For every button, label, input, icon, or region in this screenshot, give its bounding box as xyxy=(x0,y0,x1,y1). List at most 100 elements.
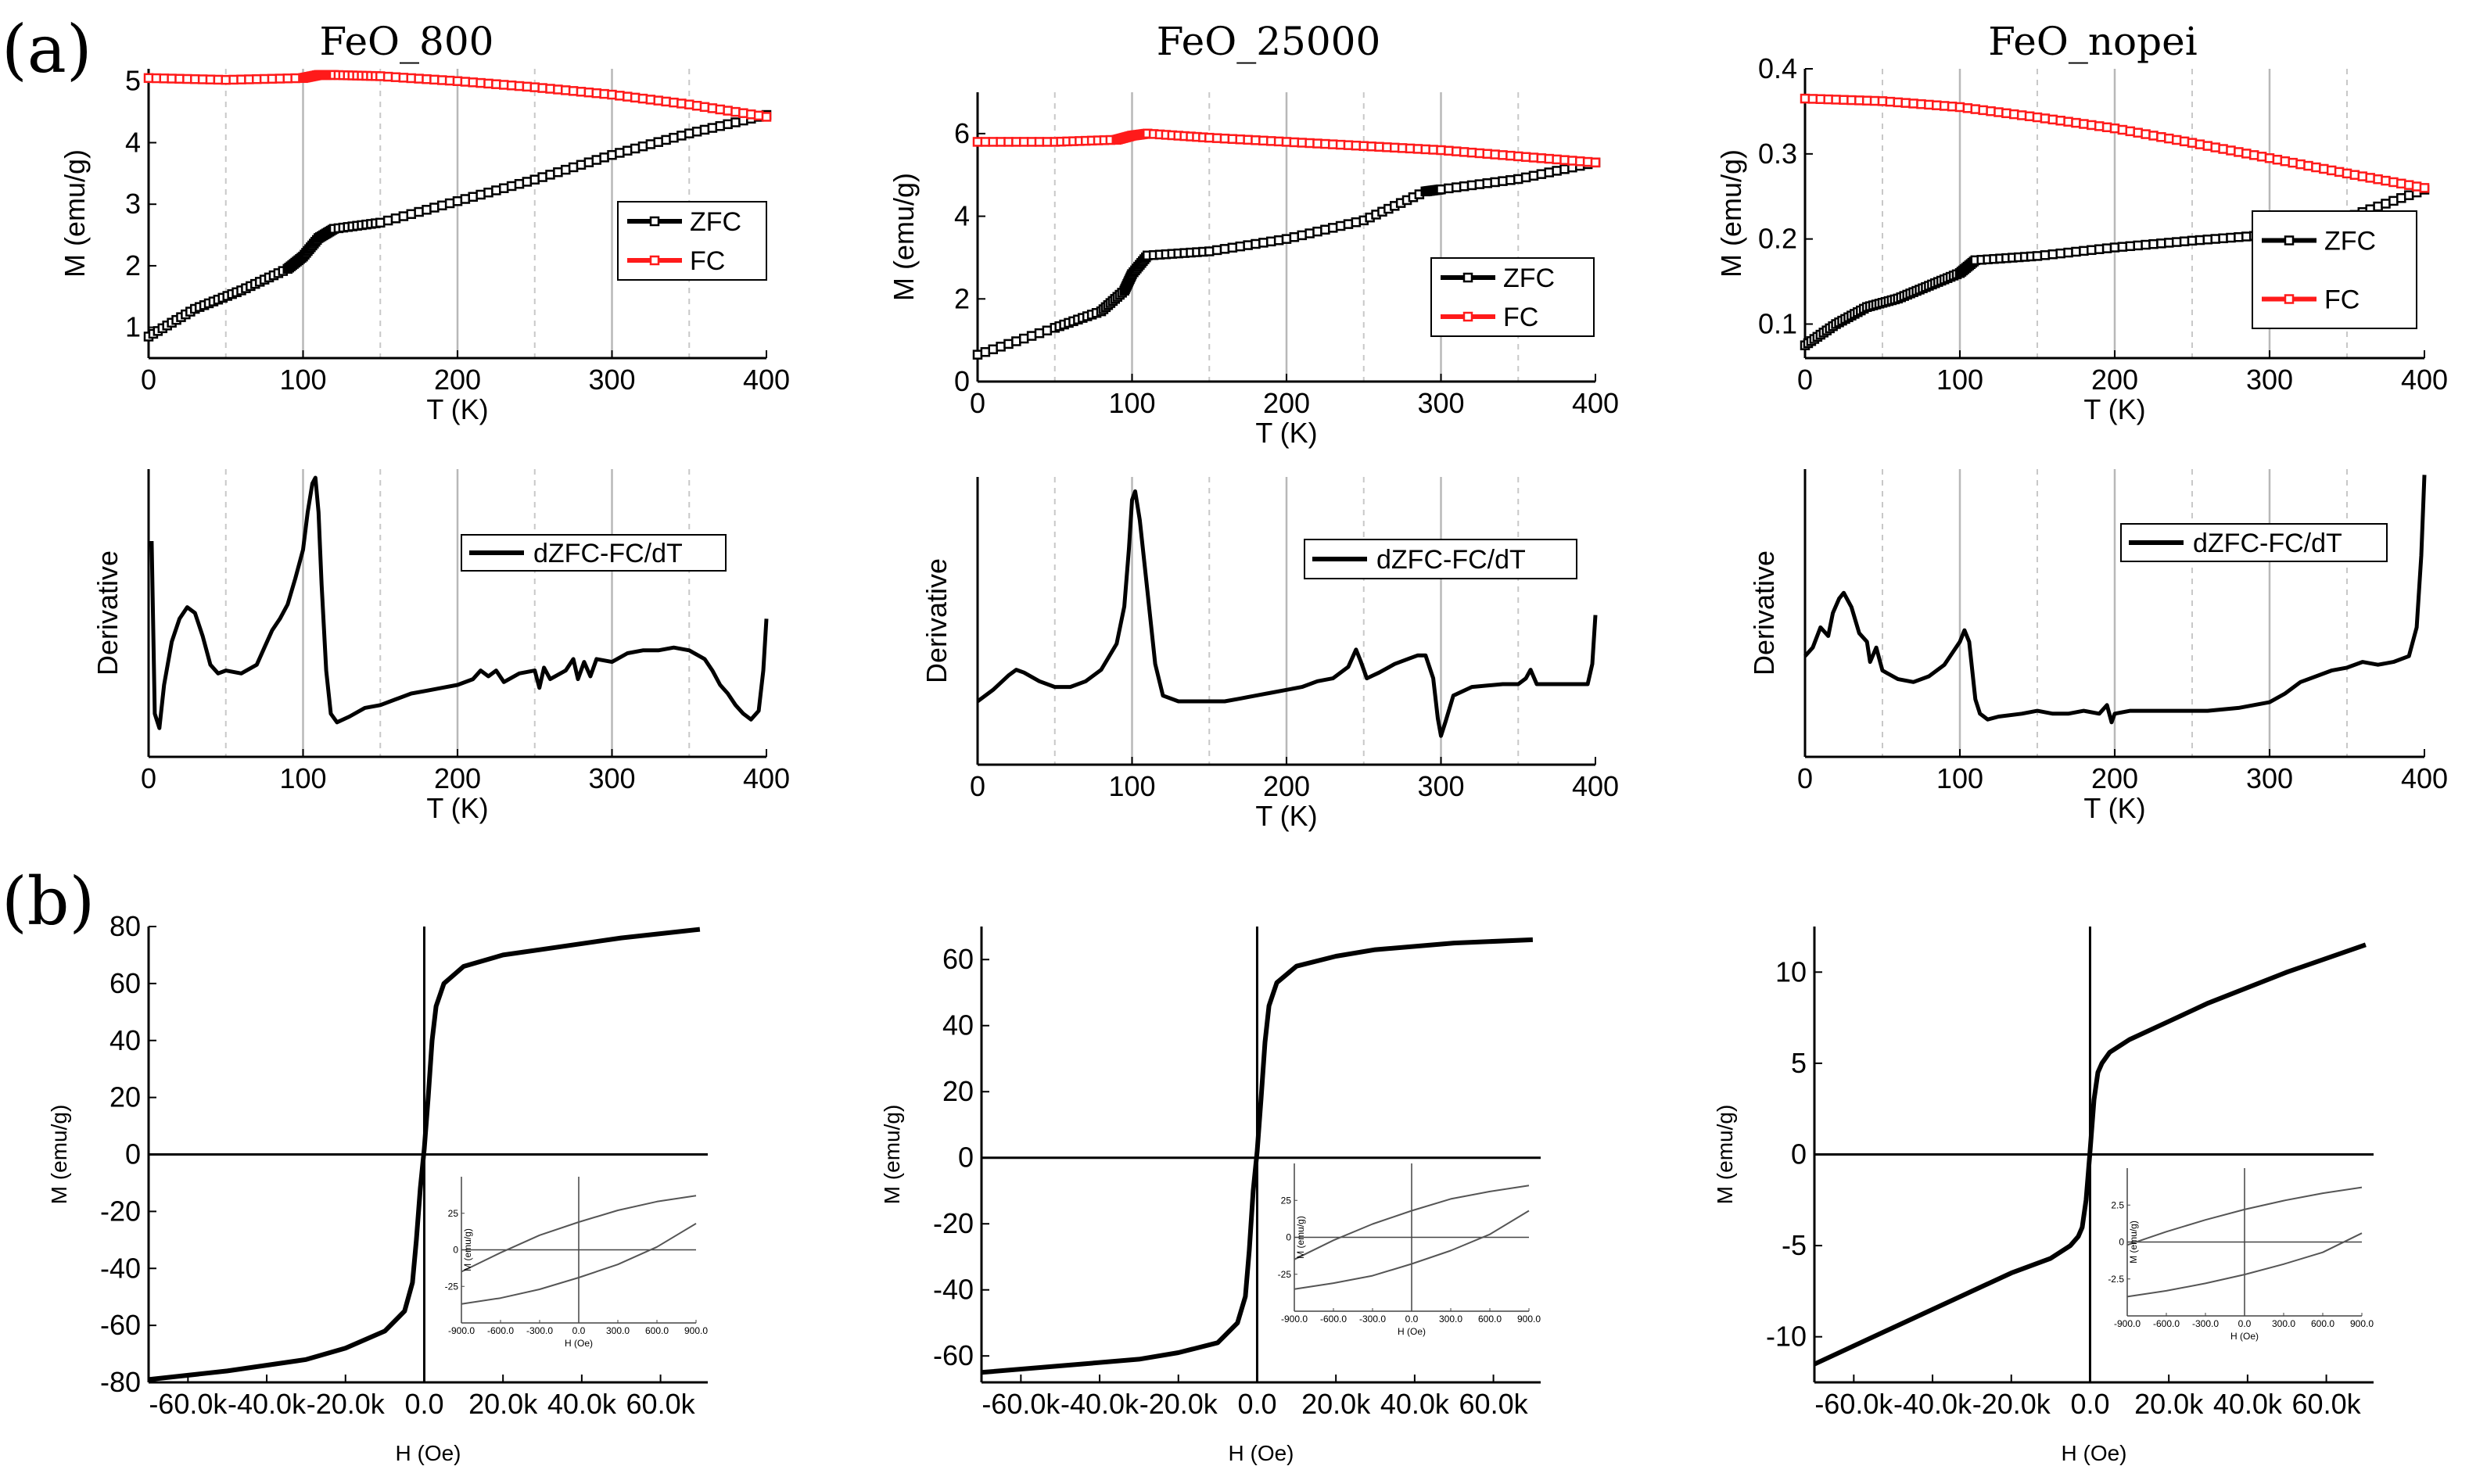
mt_feo25000-fc-point xyxy=(1289,137,1300,148)
mt_feo25000-legend-label: FC xyxy=(1503,303,1538,332)
mt_feo25000-zfc-point xyxy=(1204,246,1215,256)
mh_feonopei-x-tick-label: -60.0k xyxy=(1814,1388,1893,1420)
mt_feo800-fc-point xyxy=(723,106,733,116)
mt_feo800-fc-point xyxy=(190,73,200,84)
mt_feonopei-fc-point xyxy=(2388,177,2399,188)
mh_feonopei-loop xyxy=(1813,942,2367,1367)
mt_feonopei-zfc-point xyxy=(2381,199,2391,209)
mh_feo25000-y-tick-label: -60 xyxy=(933,1339,974,1371)
mh_feo800-x-tick-label: 0.0 xyxy=(404,1388,443,1420)
mt_feonopei-zfc-point xyxy=(2047,249,2058,260)
mt_feonopei-fc-point xyxy=(2357,171,2368,181)
mt_feo25000-zfc-point xyxy=(1219,244,1230,254)
mt_feo25000-x-label: T (K) xyxy=(1255,417,1317,449)
mt_feo25000-fc-point xyxy=(1304,138,1315,149)
mh_feo25000-inset-y-label: M (emu/g) xyxy=(1295,1216,1306,1259)
deriv_feo25000-x-tick-label: 200 xyxy=(1263,770,1310,802)
mh_feo800-inset-y-tick-label: -25 xyxy=(445,1281,459,1292)
mh_feo800-inset-y-tick-label: 25 xyxy=(448,1208,459,1219)
mt_feo25000-fc-point xyxy=(1590,157,1601,168)
mt_feo25000-fc-point xyxy=(988,137,998,147)
mt_feo25000-fc-point xyxy=(1552,154,1562,165)
mt_feo800-x-tick-label: 0 xyxy=(141,364,156,396)
mt_feonopei-fc-point xyxy=(1932,100,1942,110)
deriv_feonopei-x-tick-label: 0 xyxy=(1797,762,1813,794)
mt_feo25000-fc-point xyxy=(1258,135,1269,146)
mh_feo800-inset-branch xyxy=(461,1222,697,1305)
mt_feo25000-fc-point xyxy=(1405,143,1416,154)
mt_feo25000-zfc-point xyxy=(1243,240,1253,250)
mt_feo25000-zfc-point xyxy=(1019,333,1029,344)
mt_feo800-fc-point xyxy=(375,71,386,81)
deriv_feo800-x-tick-label: 100 xyxy=(279,762,326,794)
mt_feo800-fc-point xyxy=(444,75,455,86)
mt_feo800-zfc-point xyxy=(607,149,617,160)
mt_feo800-fc-point xyxy=(422,73,432,84)
mt_feo800-fc-point xyxy=(491,79,501,89)
mh_feonopei-x-label: H (Oe) xyxy=(2062,1441,2127,1465)
mh_feo800-y-label: M (emu/g) xyxy=(47,1105,71,1205)
mt_feonopei-fc-point xyxy=(2295,159,2306,170)
mt_feo25000-fc-point xyxy=(1003,137,1014,147)
sample-title-feonopei: FeO_nopei xyxy=(1988,19,2197,64)
mt_feonopei-fc-point xyxy=(2226,145,2236,156)
mt_feo800-zfc-point xyxy=(468,192,478,202)
mh_feo800-y-tick-label: -40 xyxy=(100,1252,141,1284)
mt_feo800-zfc-point xyxy=(437,200,447,211)
mt_feo25000-zfc-point xyxy=(1552,166,1562,176)
mh_feonopei-y-label: M (emu/g) xyxy=(1713,1105,1737,1205)
mh_feonopei-y-tick-label: -10 xyxy=(1766,1321,1807,1353)
mt_feonopei-fc-point xyxy=(2334,167,2345,177)
mt_feo25000-fc-point xyxy=(1390,142,1400,153)
mh_feo800-y-tick-label: 20 xyxy=(109,1081,141,1113)
deriv_feo800-curve xyxy=(149,475,769,730)
mt_feo800-fc-point xyxy=(228,74,239,85)
mt_feo25000-zfc-point xyxy=(1528,170,1539,181)
mt_feo25000-zfc-point xyxy=(1320,224,1330,235)
mt_feonopei-fc-point xyxy=(1854,95,1864,106)
mt_feo25000-x-tick-label: 0 xyxy=(970,387,985,419)
mh_feo800-y-tick-label: 40 xyxy=(109,1024,141,1056)
mt_feonopei-fc-point xyxy=(1839,95,1849,105)
mt_feo800-zfc-point xyxy=(406,209,416,220)
mt_feo25000-fc-point xyxy=(1582,156,1593,167)
mt_feo25000-fc-point xyxy=(1412,144,1423,154)
mt_feo800-zfc-point xyxy=(653,137,663,147)
mt_feo25000-legend-marker xyxy=(1462,311,1473,322)
mt_feonopei-fc-point xyxy=(2079,119,2089,129)
mt_feo25000-zfc-point xyxy=(1251,238,1261,249)
mh_feo800-inset-x-tick-label: 300.0 xyxy=(606,1325,630,1336)
mt_feo800-fc-point xyxy=(499,80,509,90)
mt_feo800-zfc-point xyxy=(669,132,679,143)
mt_feonopei-zfc-point xyxy=(2032,251,2043,261)
mt_feo800-zfc-point xyxy=(483,187,493,198)
mt_feonopei-legend-label: ZFC xyxy=(2324,227,2376,256)
mt_feo25000-fc-point xyxy=(1520,152,1531,162)
mh_feo25000-inset-x-tick-label: -900.0 xyxy=(1281,1314,1308,1324)
mt_feo800-zfc-point xyxy=(537,172,547,182)
mt_feo800-fc-point xyxy=(645,95,656,105)
mt_feo25000-y-tick-label: 2 xyxy=(954,282,970,314)
mt_feo25000-fc-point xyxy=(1513,151,1523,162)
mt_feo800-fc-point xyxy=(483,78,493,89)
mt_feo25000-fc-point xyxy=(1019,137,1029,147)
mt_feonopei-zfc-point xyxy=(2156,238,2166,249)
mh_feo25000-inset-x-tick-label: 600.0 xyxy=(1478,1314,1502,1324)
mt_feo800-fc-point xyxy=(213,74,224,85)
mt_feo25000-zfc-point xyxy=(1297,230,1307,241)
deriv_feo800-x-label: T (K) xyxy=(426,792,488,824)
mt_feo800-x-label: T (K) xyxy=(426,393,488,425)
mt_feonopei-fc-point xyxy=(2241,149,2252,159)
mt_feo800-zfc-point xyxy=(475,189,486,200)
mh_feo25000-y-tick-label: 0 xyxy=(958,1142,974,1174)
deriv_feo25000-plot: 0 100 200 300 400 T (K) Derivative dZFC-FC/dT xyxy=(920,477,1619,832)
mt_feonopei-fc-point xyxy=(2032,112,2043,123)
mt_feonopei-fc-point xyxy=(2109,123,2120,134)
mh_feonopei-x-tick-label: 40.0k xyxy=(2213,1388,2283,1420)
mt_feo800-fc-point xyxy=(623,91,633,102)
mt_feo800-fc-point xyxy=(159,73,169,84)
mt_feo25000-fc-point xyxy=(1459,147,1470,157)
mt_feonopei-zfc-point xyxy=(2194,235,2205,246)
mt_feonopei-fc-point xyxy=(2194,139,2205,149)
mt_feonopei-fc-point xyxy=(1924,99,1934,110)
